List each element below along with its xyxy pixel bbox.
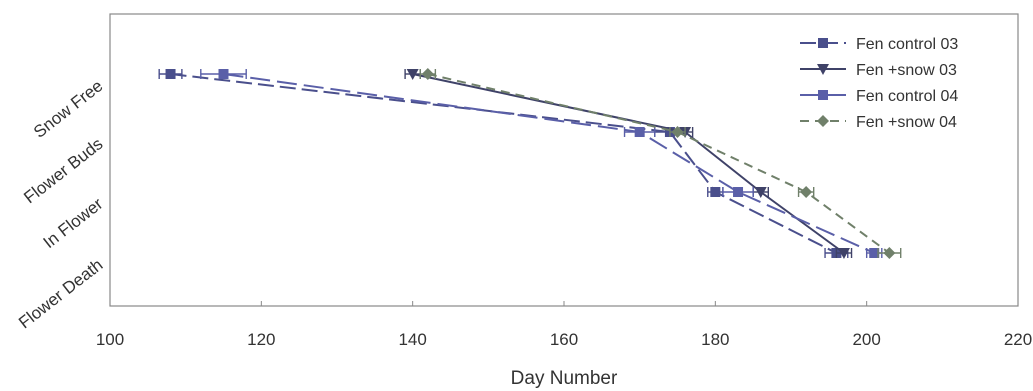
data-point <box>634 127 645 137</box>
legend-item-fen-snow-03: Fen +snow 03 <box>800 62 957 79</box>
legend-item-fen-control-03: Fen control 03 <box>800 36 958 53</box>
x-axis-ticks: 100 120 140 160 180 200 220 <box>96 301 1032 349</box>
x-tick-label: 220 <box>1004 330 1032 349</box>
data-point <box>883 247 896 259</box>
data-point <box>800 186 813 198</box>
legend: Fen control 03 Fen +snow 03 Fen control 04… <box>800 36 958 131</box>
legend-label: Fen control 03 <box>856 36 958 53</box>
x-axis-title: Day Number <box>511 368 618 389</box>
legend-marker <box>818 38 828 48</box>
series-fen-control-04 <box>200 69 883 258</box>
series-fen-snow-04 <box>419 68 902 259</box>
data-point <box>165 69 176 79</box>
legend-marker <box>817 115 829 127</box>
legend-label: Fen control 04 <box>856 88 958 105</box>
data-point <box>406 69 419 80</box>
data-point <box>671 126 684 138</box>
x-tick-label: 100 <box>96 330 124 349</box>
series-line <box>170 73 837 254</box>
series-layer <box>158 68 902 259</box>
legend-label: Fen +snow 04 <box>856 114 957 131</box>
x-tick-label: 160 <box>550 330 578 349</box>
series-line <box>412 73 845 254</box>
y-category-label-in-flower: In Flower <box>40 194 107 252</box>
x-tick-label: 120 <box>247 330 275 349</box>
y-category-label-snow-free: Snow Free <box>30 76 106 142</box>
y-category-label-flower-death: Flower Death <box>15 255 106 332</box>
x-tick-label: 140 <box>398 330 426 349</box>
x-tick-label: 180 <box>701 330 729 349</box>
data-point <box>754 187 767 198</box>
data-point <box>837 248 850 259</box>
series-line <box>223 73 875 254</box>
legend-marker <box>818 90 828 100</box>
plot-frame <box>109 13 1019 307</box>
legend-item-fen-snow-04: Fen +snow 04 <box>800 114 957 131</box>
data-point <box>218 69 229 79</box>
legend-item-fen-control-04: Fen control 04 <box>800 88 958 105</box>
legend-marker <box>817 64 829 75</box>
data-point <box>710 187 721 197</box>
series-fen-snow-03 <box>404 69 853 259</box>
series-line <box>427 73 890 254</box>
data-point <box>869 248 880 258</box>
data-point <box>733 187 744 197</box>
x-tick-label: 200 <box>852 330 880 349</box>
legend-label: Fen +snow 03 <box>856 62 957 79</box>
data-point <box>421 68 434 80</box>
